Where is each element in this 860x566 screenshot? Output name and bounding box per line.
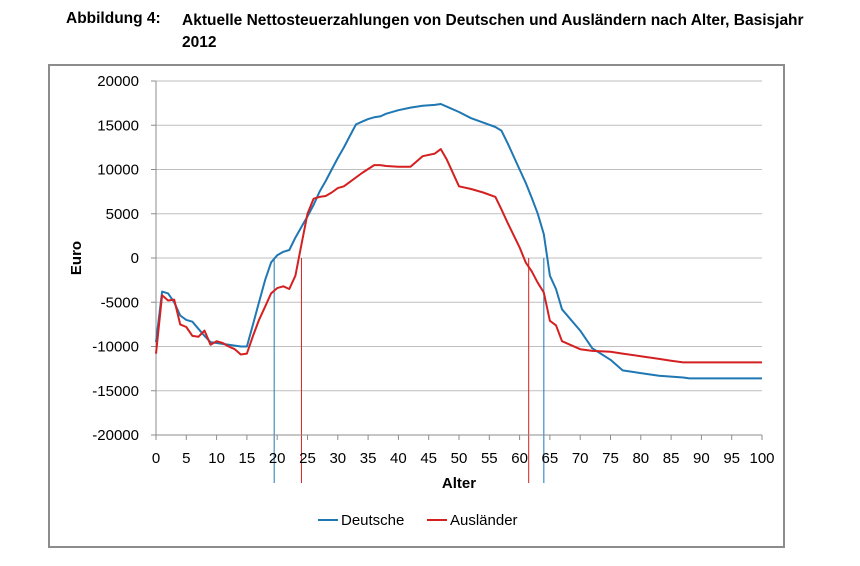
x-tick-label: 55: [481, 450, 498, 467]
legend: Deutsche Ausländer: [318, 512, 518, 529]
x-tick-label: 10: [208, 450, 225, 467]
y-tick-label: -20000: [92, 427, 139, 444]
x-tick-label: 65: [542, 450, 559, 467]
x-tick-label: 45: [420, 450, 437, 467]
x-tick-label: 60: [511, 450, 528, 467]
axes: [151, 80, 763, 440]
x-tick-label: 95: [723, 450, 740, 467]
x-tick-label: 85: [663, 450, 680, 467]
y-tick-label: 15000: [97, 117, 139, 134]
x-tick-label: 20: [269, 450, 286, 467]
series-line-deutsche: [155, 103, 762, 380]
series-lines: [155, 103, 762, 380]
x-tick-label: 90: [693, 450, 710, 467]
x-tick-label: 70: [572, 450, 589, 467]
x-tick-label: 100: [749, 450, 774, 467]
chart-frame: [48, 64, 785, 548]
x-tick-label: 80: [632, 450, 649, 467]
x-axis-title: Alter: [442, 475, 476, 492]
x-tick-label: 75: [602, 450, 619, 467]
figure-title: Aktuelle Nettosteuerzahlungen von Deutsc…: [182, 12, 804, 51]
y-tick-label: -10000: [92, 339, 139, 356]
series-line-auslaender: [155, 148, 762, 364]
x-tick-label: 35: [360, 450, 377, 467]
x-tick-label: 40: [390, 450, 407, 467]
legend-label-deutsche: Deutsche: [341, 512, 404, 529]
figure-label: Abbildung 4:: [66, 10, 161, 27]
gridlines: [156, 80, 762, 392]
y-tick-label: -15000: [92, 383, 139, 400]
x-tick-label: 5: [182, 450, 190, 467]
y-tick-label: 20000: [97, 73, 139, 90]
legend-label-auslaender: Ausländer: [450, 512, 518, 529]
x-tick-label: 30: [329, 450, 346, 467]
x-tick-label: 25: [299, 450, 316, 467]
x-tick-labels: 0 5 10 15 20 25 30 35 40 45 50 55 60 65 70 75 80 85 90 95 10…: [152, 450, 775, 467]
y-tick-labels: 20000 15000 10000 5000 0 -5000 -10000 -15000 -20…: [92, 73, 139, 444]
x-tick-label: 50: [451, 450, 468, 467]
y-tick-label: -5000: [101, 294, 139, 311]
x-tick-label: 0: [152, 450, 160, 467]
y-tick-label: 5000: [106, 206, 139, 223]
y-axis-title: Euro: [68, 241, 85, 275]
y-tick-label: 0: [131, 250, 139, 267]
y-tick-label: 10000: [97, 162, 139, 179]
x-tick-label: 15: [239, 450, 256, 467]
